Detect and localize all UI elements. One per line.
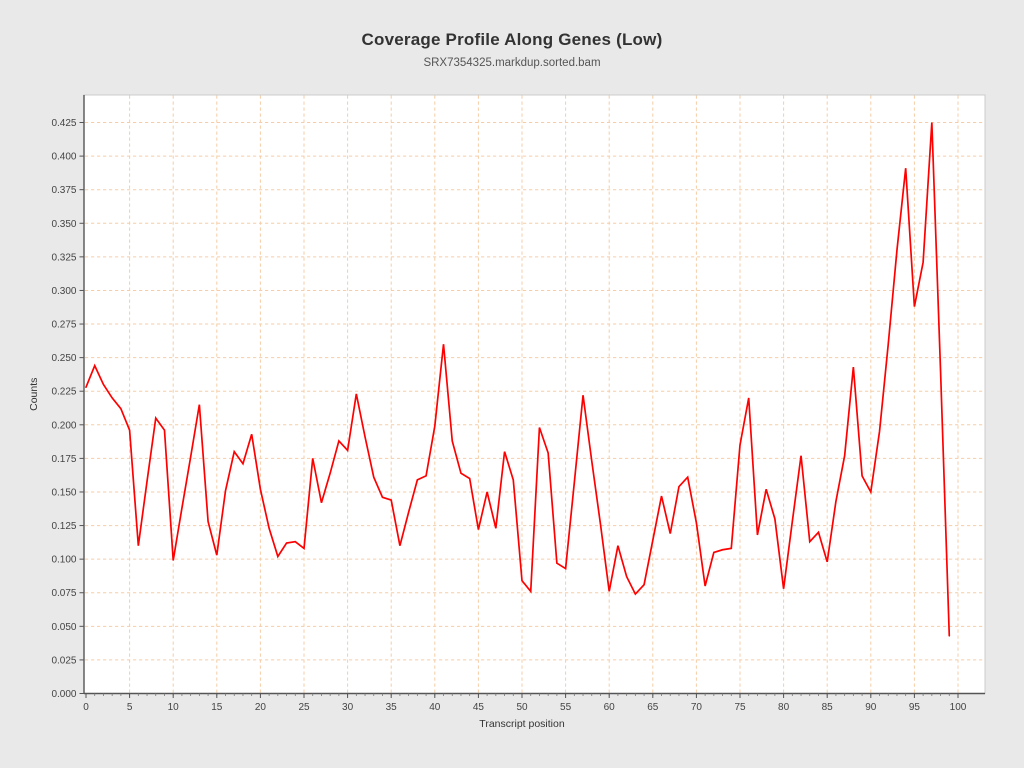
plot-area [83, 94, 986, 694]
svg-text:25: 25 [298, 702, 310, 713]
svg-text:80: 80 [778, 702, 790, 713]
svg-text:55: 55 [560, 702, 572, 713]
svg-text:0.425: 0.425 [51, 118, 76, 129]
svg-text:0.375: 0.375 [51, 185, 76, 196]
svg-text:40: 40 [429, 702, 441, 713]
svg-text:0: 0 [83, 702, 89, 713]
svg-text:0.400: 0.400 [51, 152, 76, 163]
svg-text:100: 100 [950, 702, 967, 713]
x-axis-label: Transcript position [479, 718, 565, 730]
svg-text:0.200: 0.200 [51, 420, 76, 431]
svg-text:35: 35 [386, 702, 398, 713]
svg-text:0.250: 0.250 [51, 353, 76, 364]
svg-text:0.100: 0.100 [51, 555, 76, 566]
svg-text:95: 95 [909, 702, 921, 713]
svg-text:30: 30 [342, 702, 354, 713]
svg-text:0.300: 0.300 [51, 286, 76, 297]
svg-text:70: 70 [691, 702, 703, 713]
svg-text:0.075: 0.075 [51, 588, 76, 599]
svg-text:90: 90 [865, 702, 877, 713]
tick-marks [79, 122, 959, 698]
svg-text:60: 60 [604, 702, 616, 713]
series-line-coverage [85, 122, 951, 637]
svg-text:20: 20 [255, 702, 267, 713]
svg-text:0.000: 0.000 [51, 689, 76, 700]
svg-text:0.150: 0.150 [51, 487, 76, 498]
svg-text:0.225: 0.225 [51, 387, 76, 398]
svg-text:0.325: 0.325 [51, 252, 76, 263]
y-tick-labels: 0.000 0.025 0.050 0.075 0.100 0.125 0.150 0.175… [51, 118, 76, 700]
svg-text:65: 65 [647, 702, 659, 713]
svg-text:0.025: 0.025 [51, 655, 76, 666]
svg-text:45: 45 [473, 702, 485, 713]
svg-text:75: 75 [734, 702, 746, 713]
svg-text:10: 10 [168, 702, 180, 713]
svg-text:5: 5 [127, 702, 133, 713]
svg-text:0.050: 0.050 [51, 622, 76, 633]
svg-text:15: 15 [211, 702, 223, 713]
svg-text:85: 85 [822, 702, 834, 713]
svg-text:0.175: 0.175 [51, 454, 76, 465]
x-tick-labels: 0 5 10 15 20 25 30 35 40 45 50 55 60 65 70 75 80 85 90 95 10… [83, 702, 967, 713]
y-axis-label: Counts [28, 378, 40, 411]
chart-subtitle: SRX7354325.markdup.sorted.bam [423, 57, 601, 69]
chart-title: Coverage Profile Along Genes (Low) [361, 30, 663, 49]
svg-text:0.275: 0.275 [51, 320, 76, 331]
svg-text:0.125: 0.125 [51, 521, 76, 532]
svg-text:50: 50 [516, 702, 528, 713]
svg-text:0.350: 0.350 [51, 219, 76, 230]
